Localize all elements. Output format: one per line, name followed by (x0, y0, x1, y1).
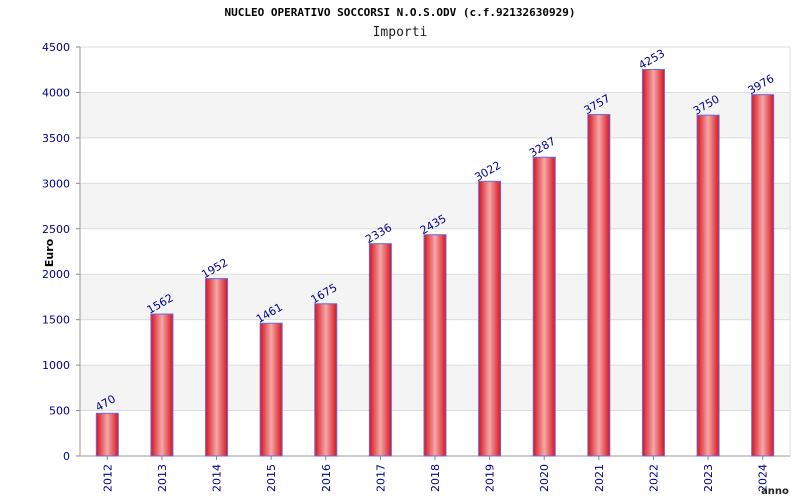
x-tick-label: 2019 (484, 464, 497, 492)
plot-band (80, 137, 790, 184)
plot-band (80, 183, 790, 229)
bar (532, 156, 556, 457)
y-tick-label: 1000 (42, 359, 70, 372)
x-tick-label: 2024 (757, 464, 770, 492)
x-tick-label: 2014 (211, 464, 224, 492)
y-axis-label: Euro (43, 238, 56, 267)
plot-band (80, 92, 790, 138)
bar (150, 313, 174, 457)
y-tick-label: 4500 (42, 41, 70, 54)
x-tick-label: 2023 (702, 464, 715, 492)
bar (368, 243, 392, 457)
x-tick-label: 2013 (156, 464, 169, 492)
x-tick-labels: 2012 2013 2014 2015 2016 2017 2018 2019 2020 2021… (101, 464, 769, 492)
y-tick-labels: 0 500 1000 1500 2000 2500 3000 3500 4000 4500 (42, 41, 70, 463)
bar (259, 322, 283, 457)
x-tick-label: 2017 (374, 464, 387, 492)
y-tick-label: 2000 (42, 268, 70, 281)
y-tick-label: 4000 (42, 86, 70, 99)
bar (205, 278, 229, 457)
bars (95, 68, 775, 457)
bar (587, 114, 611, 457)
y-tick-label: 0 (63, 450, 70, 463)
bar (95, 412, 119, 457)
y-tick-label: 3000 (42, 177, 70, 190)
bar (641, 68, 665, 457)
bar (751, 94, 775, 457)
x-tick-label: 2016 (320, 464, 333, 492)
chart-subtitle: Importi (372, 25, 428, 40)
x-tick-label: 2020 (538, 464, 551, 492)
x-tick-label: 2012 (101, 464, 114, 492)
y-tick-label: 1500 (42, 314, 70, 327)
x-tick-label: 2015 (265, 464, 278, 492)
bar (696, 114, 720, 457)
y-tick-label: 3500 (42, 132, 70, 145)
x-tick-label: 2021 (593, 464, 606, 492)
x-tick-label: 2018 (429, 464, 442, 492)
chart-title: NUCLEO OPERATIVO SOCCORSI N.O.S.ODV (c.f… (224, 6, 576, 19)
y-tick-label: 500 (49, 405, 70, 418)
y-tick-label: 2500 (42, 223, 70, 236)
x-tick-label: 2022 (647, 464, 660, 492)
bar (478, 180, 502, 457)
x-axis-label: anno (761, 486, 789, 497)
bar (314, 303, 338, 457)
bar (423, 234, 447, 457)
plot-band (80, 47, 790, 93)
